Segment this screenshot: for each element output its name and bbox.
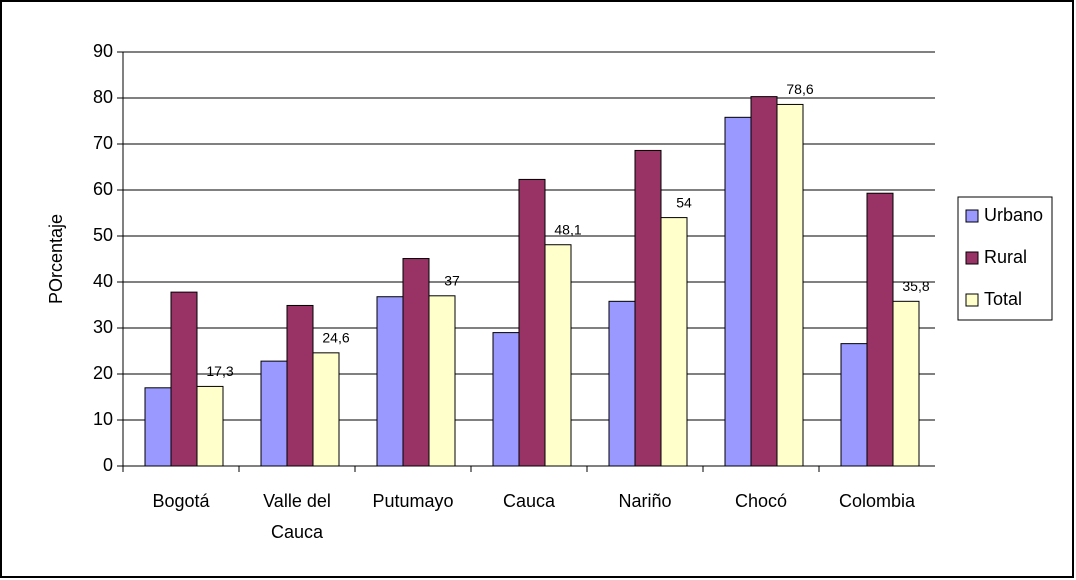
x-tick-label: Colombia — [839, 491, 916, 511]
x-tick-label: Cauca — [503, 491, 556, 511]
x-tick-label: Bogotá — [152, 491, 210, 511]
y-tick-label: 90 — [93, 41, 113, 61]
bar — [144, 387, 172, 467]
bar — [260, 360, 288, 467]
bar — [376, 296, 404, 467]
value-label: 35,8 — [902, 278, 929, 294]
x-tick-label: Nariño — [618, 491, 671, 511]
bar — [634, 149, 662, 467]
bar — [196, 385, 224, 467]
bar — [750, 96, 778, 467]
legend-label: Total — [984, 289, 1022, 309]
legend-label: Urbano — [984, 205, 1043, 225]
y-tick-label: 80 — [93, 87, 113, 107]
value-label: 17,3 — [206, 363, 233, 379]
bar — [402, 258, 430, 467]
x-tick-label: Putumayo — [372, 491, 453, 511]
value-label: 48,1 — [554, 221, 581, 237]
bar — [170, 291, 198, 467]
value-label: 78,6 — [786, 81, 813, 97]
value-label: 24,6 — [322, 330, 349, 346]
x-tick-label: Chocó — [735, 491, 787, 511]
bar — [428, 295, 456, 467]
value-label: 37 — [444, 273, 460, 289]
y-tick-label: 0 — [103, 455, 113, 475]
bar — [518, 178, 546, 467]
y-axis-label: POrcentaje — [46, 214, 66, 304]
legend-label: Rural — [984, 247, 1027, 267]
bar — [776, 103, 804, 467]
y-tick-label: 20 — [93, 363, 113, 383]
y-tick-label: 10 — [93, 409, 113, 429]
bar — [866, 192, 894, 467]
bar — [544, 244, 572, 467]
y-tick-label: 50 — [93, 225, 113, 245]
x-tick-label: Valle del Cauca — [263, 491, 331, 542]
legend-swatch — [965, 251, 979, 265]
value-label: 54 — [676, 194, 692, 210]
y-tick-label: 40 — [93, 271, 113, 291]
bar — [286, 304, 314, 467]
legend-swatch — [965, 209, 979, 223]
bar — [892, 300, 920, 467]
bar — [608, 300, 636, 467]
bar — [492, 332, 520, 467]
bar — [660, 217, 688, 467]
legend-swatch — [965, 293, 979, 307]
bar — [840, 343, 868, 467]
y-tick-label: 70 — [93, 133, 113, 153]
bar — [312, 352, 340, 467]
y-tick-label: 30 — [93, 317, 113, 337]
y-tick-label: 60 — [93, 179, 113, 199]
bar — [724, 116, 752, 467]
